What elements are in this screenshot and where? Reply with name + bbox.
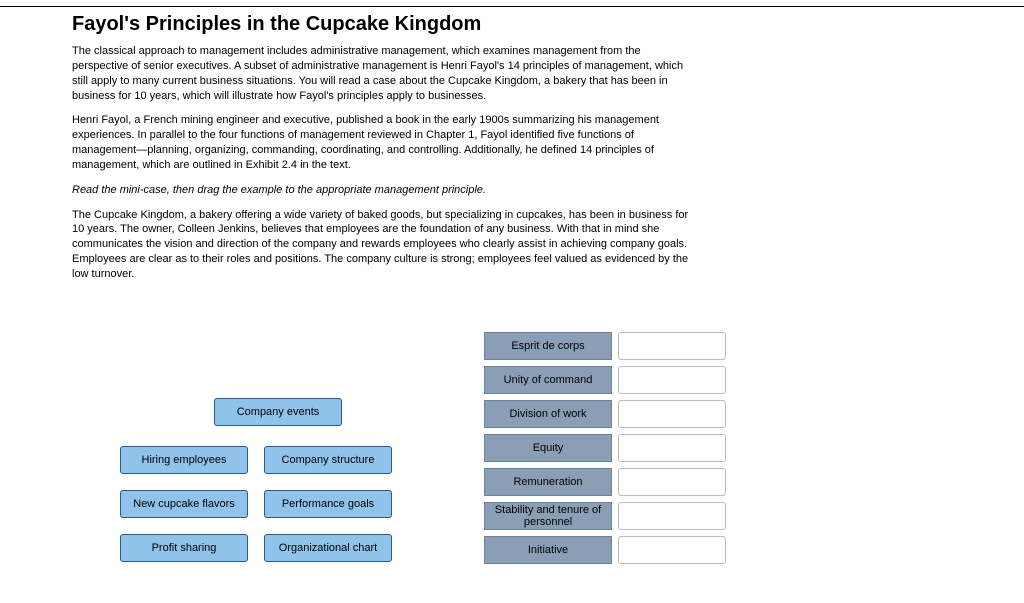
principle-row-esprit: Esprit de corps xyxy=(484,332,726,360)
principle-label-esprit: Esprit de corps xyxy=(484,332,612,360)
drop-slot-remuneration[interactable] xyxy=(618,468,726,496)
drop-slot-unity[interactable] xyxy=(618,366,726,394)
intro-paragraph-2: Henri Fayol, a French mining engineer an… xyxy=(72,113,692,172)
drop-slot-esprit[interactable] xyxy=(618,332,726,360)
principle-row-remuneration: Remuneration xyxy=(484,468,726,496)
page-title: Fayol's Principles in the Cupcake Kingdo… xyxy=(72,13,1024,36)
drag-card-company-structure[interactable]: Company structure xyxy=(264,446,392,474)
drag-drop-activity: Company events Hiring employees Company … xyxy=(72,328,952,588)
principle-label-unity: Unity of command xyxy=(484,366,612,394)
principle-row-stability: Stability and tenure of personnel xyxy=(484,502,726,530)
drop-slot-initiative[interactable] xyxy=(618,536,726,564)
drop-slot-equity[interactable] xyxy=(618,434,726,462)
drag-card-company-events[interactable]: Company events xyxy=(214,398,342,426)
principle-label-stability: Stability and tenure of personnel xyxy=(484,502,612,530)
drop-slot-division[interactable] xyxy=(618,400,726,428)
case-paragraph: The Cupcake Kingdom, a bakery offering a… xyxy=(72,208,692,282)
intro-paragraph-1: The classical approach to management inc… xyxy=(72,44,692,103)
instruction-text: Read the mini-case, then drag the exampl… xyxy=(72,183,692,198)
drag-card-performance-goals[interactable]: Performance goals xyxy=(264,490,392,518)
principle-label-equity: Equity xyxy=(484,434,612,462)
drag-card-new-cupcake-flavors[interactable]: New cupcake flavors xyxy=(120,490,248,518)
principle-row-equity: Equity xyxy=(484,434,726,462)
drag-card-hiring-employees[interactable]: Hiring employees xyxy=(120,446,248,474)
principle-label-division: Division of work xyxy=(484,400,612,428)
principle-label-remuneration: Remuneration xyxy=(484,468,612,496)
drag-card-organizational-chart[interactable]: Organizational chart xyxy=(264,534,392,562)
content-container: Fayol's Principles in the Cupcake Kingdo… xyxy=(0,7,1024,282)
principle-label-initiative: Initiative xyxy=(484,536,612,564)
principle-row-unity: Unity of command xyxy=(484,366,726,394)
drag-card-profit-sharing[interactable]: Profit sharing xyxy=(120,534,248,562)
principle-row-initiative: Initiative xyxy=(484,536,726,564)
drop-slot-stability[interactable] xyxy=(618,502,726,530)
principle-row-division: Division of work xyxy=(484,400,726,428)
